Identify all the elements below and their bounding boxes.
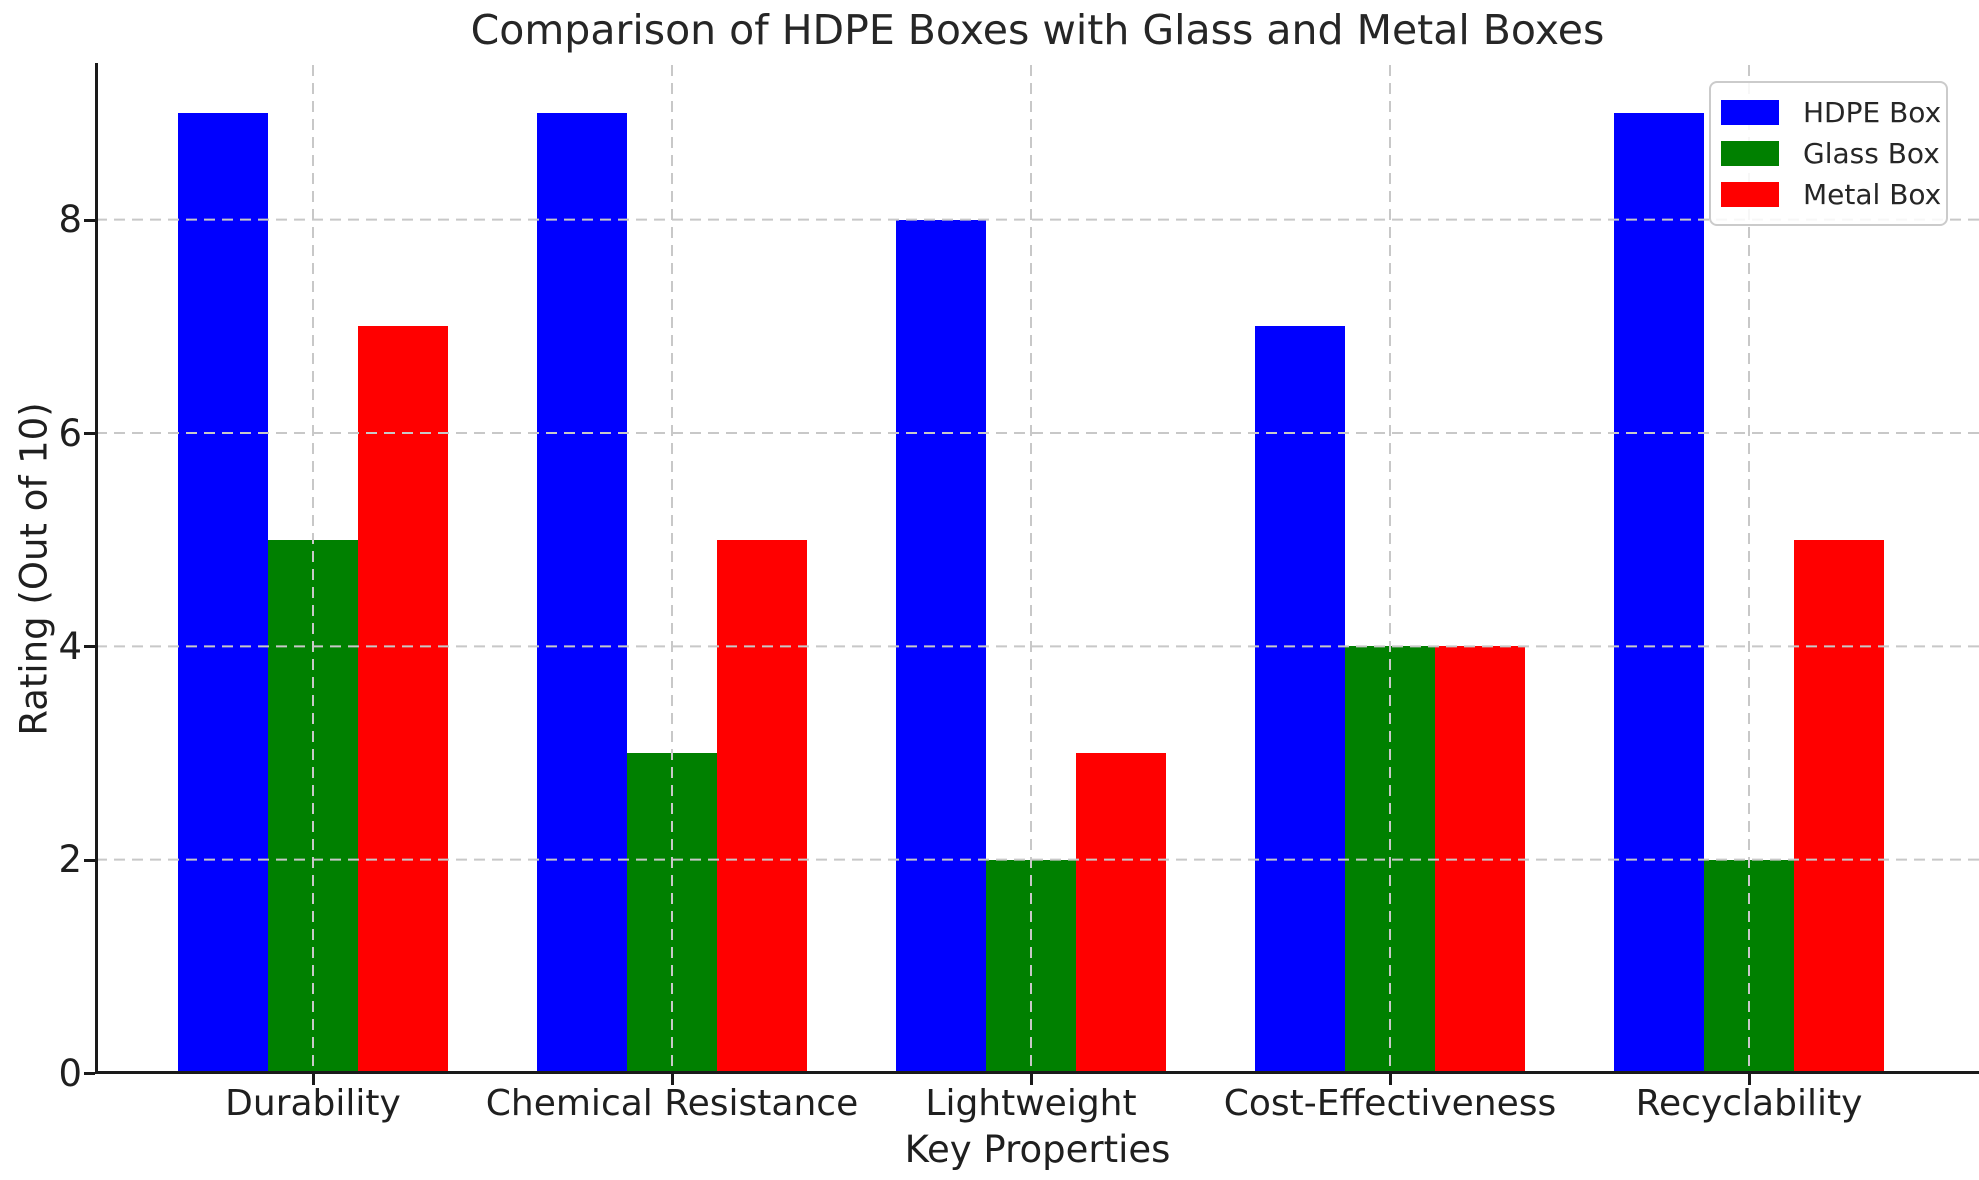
x-category-label-recyclability: Recyclability xyxy=(1635,1083,1863,1124)
legend-row-metal-box: Metal Box xyxy=(1721,174,1941,215)
x-tick-lightweight xyxy=(1030,1074,1033,1085)
bar-hdpe-box-cost-effectiveness xyxy=(1255,326,1345,1073)
y-tick-label-2: 2 xyxy=(58,838,82,882)
legend-row-glass-box: Glass Box xyxy=(1721,133,1940,174)
x-tick-durability xyxy=(312,1074,315,1085)
legend-swatch-metal-box xyxy=(1721,182,1779,207)
bar-glass-box-durability xyxy=(268,540,358,1073)
y-tick-label-0: 0 xyxy=(58,1051,82,1095)
y-tick-0 xyxy=(84,1072,95,1075)
bar-glass-box-chemical-resistance xyxy=(627,753,717,1073)
legend-rows: HDPE Box Glass Box Metal Box xyxy=(1721,92,1941,215)
legend-swatch-glass-box xyxy=(1721,141,1779,166)
x-axis-spine xyxy=(95,1071,1979,1074)
y-tick-4 xyxy=(84,645,95,649)
legend-label-glass-box: Glass Box xyxy=(1803,137,1940,170)
chart-title: Comparison of HDPE Boxes with Glass and … xyxy=(470,6,1605,54)
x-category-label-chemical-resistance: Chemical Resistance xyxy=(485,1083,859,1124)
bar-glass-box-recyclability xyxy=(1704,860,1794,1073)
bar-glass-box-cost-effectiveness xyxy=(1345,646,1435,1073)
bar-metal-box-recyclability xyxy=(1794,540,1884,1073)
legend-label-metal-box: Metal Box xyxy=(1803,178,1942,211)
legend: HDPE Box Glass Box Metal Box xyxy=(1709,81,1948,226)
x-category-label-cost-effectiveness: Cost-Effectiveness xyxy=(1223,1083,1557,1124)
y-tick-6 xyxy=(84,432,95,435)
bar-metal-box-lightweight xyxy=(1076,753,1166,1073)
plot-area xyxy=(96,65,1979,1073)
legend-label-hdpe-box: HDPE Box xyxy=(1803,96,1942,129)
x-tick-cost-effectiveness xyxy=(1389,1074,1392,1085)
bar-metal-box-durability xyxy=(358,326,448,1073)
bar-hdpe-box-lightweight xyxy=(896,220,986,1073)
x-tick-chemical-resistance xyxy=(671,1074,674,1085)
y-axis-spine xyxy=(95,63,98,1074)
bar-hdpe-box-chemical-resistance xyxy=(537,113,627,1073)
y-tick-label-6: 6 xyxy=(58,411,82,455)
y-tick-8 xyxy=(84,218,95,222)
y-tick-label-4: 4 xyxy=(58,624,82,668)
bar-metal-box-chemical-resistance xyxy=(717,540,807,1073)
x-category-label-lightweight: Lightweight xyxy=(925,1083,1137,1124)
legend-swatch-hdpe-box xyxy=(1721,100,1779,125)
bar-metal-box-cost-effectiveness xyxy=(1435,646,1525,1073)
x-tick-recyclability xyxy=(1748,1074,1751,1085)
x-axis-label: Key Properties xyxy=(904,1128,1171,1171)
legend-row-hdpe-box: HDPE Box xyxy=(1721,92,1941,133)
y-tick-2 xyxy=(84,858,95,862)
bar-glass-box-lightweight xyxy=(986,860,1076,1073)
bar-hdpe-box-durability xyxy=(178,113,268,1073)
x-category-label-durability: Durability xyxy=(225,1083,401,1124)
bar-hdpe-box-recyclability xyxy=(1614,113,1704,1073)
y-tick-label-8: 8 xyxy=(58,198,82,242)
